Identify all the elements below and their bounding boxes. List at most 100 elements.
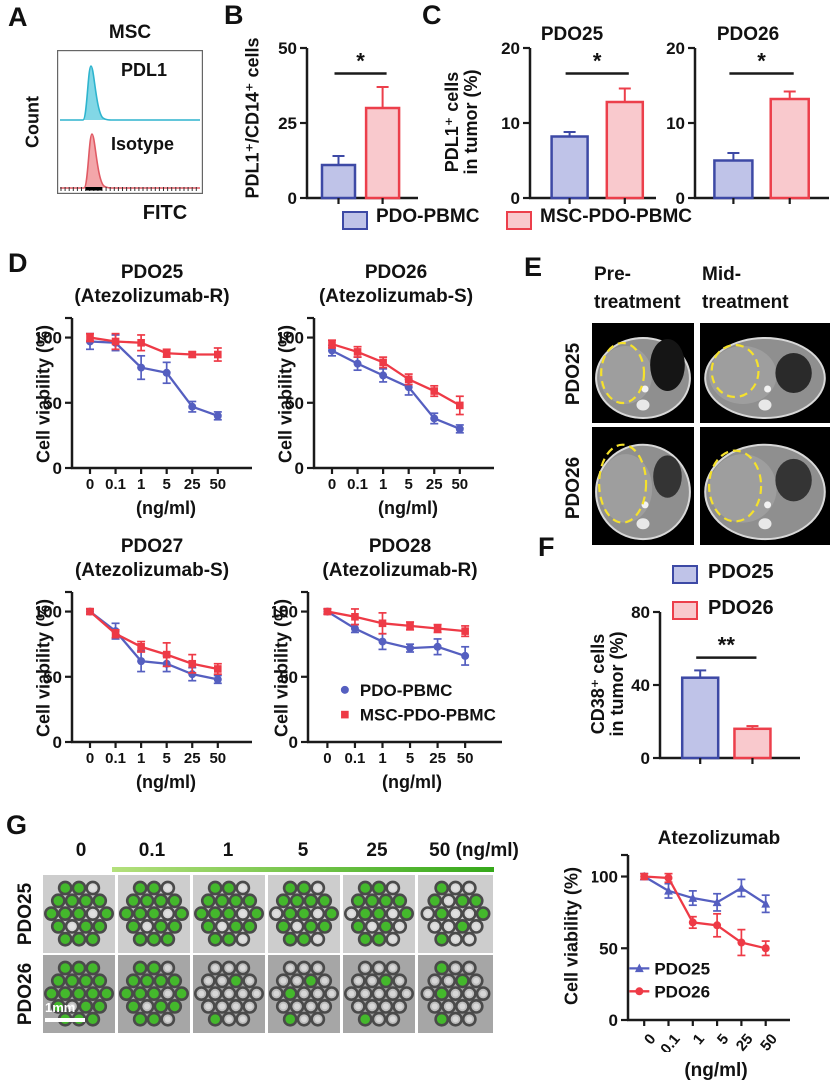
svg-text:50: 50 bbox=[278, 40, 297, 58]
svg-text:50: 50 bbox=[43, 394, 62, 413]
panel-g-scale-bar bbox=[45, 1018, 85, 1022]
svg-text:0.1: 0.1 bbox=[345, 750, 366, 767]
svg-text:1: 1 bbox=[690, 1031, 708, 1048]
svg-text:0: 0 bbox=[511, 189, 520, 208]
panel-g-concentration-label: 1 bbox=[222, 840, 234, 861]
svg-text:0: 0 bbox=[609, 1011, 618, 1030]
panel-f-swatch-pdo25 bbox=[672, 565, 698, 589]
panel-d-pdo28-x-label: (ng/ml) bbox=[382, 772, 442, 792]
organoid-image bbox=[343, 955, 415, 1033]
organoid-image bbox=[418, 875, 493, 953]
panel-b-bar-chart: 0 25 50 * bbox=[268, 39, 420, 218]
svg-text:25: 25 bbox=[429, 750, 446, 767]
legend-bc-label-pdo-pbmc: PDO-PBMC bbox=[376, 206, 480, 227]
svg-text:10: 10 bbox=[666, 114, 685, 133]
svg-text:100: 100 bbox=[278, 329, 304, 348]
svg-text:25: 25 bbox=[184, 476, 201, 493]
panel-g-row-label-pdo25: PDO25 bbox=[15, 882, 37, 946]
svg-text:5: 5 bbox=[163, 476, 171, 493]
panel-c-y-axis-label: PDL1⁺ cells in tumor (%) bbox=[442, 70, 481, 175]
svg-text:0: 0 bbox=[641, 749, 650, 768]
svg-text:0: 0 bbox=[295, 459, 304, 478]
panel-f-y-label-line1: CD38⁺ cells bbox=[588, 633, 609, 735]
svg-text:1: 1 bbox=[378, 750, 386, 767]
flow-x-axis-label: FITC bbox=[142, 202, 188, 224]
organoid-image bbox=[268, 875, 340, 953]
svg-text:5: 5 bbox=[406, 750, 414, 767]
svg-text:1: 1 bbox=[379, 476, 387, 493]
panel-g-concentration-label: 25 bbox=[366, 840, 388, 861]
svg-text:PDO-PBMC: PDO-PBMC bbox=[360, 681, 453, 700]
svg-text:*: * bbox=[593, 49, 602, 74]
svg-text:100: 100 bbox=[36, 329, 62, 348]
svg-text:40: 40 bbox=[631, 676, 650, 695]
svg-text:100: 100 bbox=[592, 868, 618, 887]
svg-text:50: 50 bbox=[279, 668, 298, 687]
flow-y-axis-label: Count bbox=[22, 96, 43, 148]
svg-text:*: * bbox=[757, 49, 766, 74]
svg-text:100: 100 bbox=[36, 603, 62, 622]
panel-d-line-chart-pdo26: 0 50 100 0 0.1 1 5 25 50 bbox=[276, 312, 504, 504]
blue-square-icon bbox=[342, 211, 368, 230]
ct-image-pdo26-pre bbox=[592, 427, 694, 545]
panel-g-chart-x-label: (ng/ml) bbox=[684, 1060, 748, 1081]
svg-text:*: * bbox=[356, 49, 365, 74]
svg-text:50: 50 bbox=[451, 476, 468, 493]
panel-d-label: D bbox=[8, 248, 28, 278]
organoid-image bbox=[118, 955, 190, 1033]
svg-text:50: 50 bbox=[285, 394, 304, 413]
legend-bc-swatch-pdo-pbmc bbox=[342, 211, 368, 235]
panel-g-row-label-pdo26: PDO26 bbox=[15, 962, 37, 1026]
panel-c-title-pdo25: PDO25 bbox=[540, 24, 604, 45]
panel-d-title-pdo27: PDO27 bbox=[120, 536, 184, 557]
panel-c-bar-chart-pdo25: 0 10 20 * bbox=[490, 39, 658, 218]
red-square-icon bbox=[672, 601, 698, 620]
panel-b-label: B bbox=[224, 0, 244, 30]
svg-text:50: 50 bbox=[599, 939, 618, 958]
panel-d-line-chart-pdo28: 0 50 100 0 0.1 1 5 25 50 PDO-PBMC MSC-PDO-PBMC bbox=[270, 586, 512, 778]
svg-text:MSC-PDO-PBMC: MSC-PDO-PBMC bbox=[360, 706, 496, 725]
svg-text:10: 10 bbox=[501, 114, 520, 133]
panel-d-title-pdo25: PDO25 bbox=[120, 262, 184, 283]
panel-d-subtitle-pdo27: (Atezolizumab-S) bbox=[74, 560, 230, 581]
svg-text:5: 5 bbox=[714, 1031, 732, 1048]
svg-text:0: 0 bbox=[86, 750, 94, 767]
panel-e-header-pre-line2: treatment bbox=[594, 292, 681, 313]
panel-d-title-pdo26: PDO26 bbox=[364, 262, 428, 283]
svg-text:20: 20 bbox=[501, 40, 520, 58]
svg-text:0.1: 0.1 bbox=[347, 476, 368, 493]
panel-b-y-axis-label: PDL1⁺/CD14⁺ cells bbox=[242, 37, 263, 199]
svg-text:0: 0 bbox=[53, 459, 62, 478]
panel-g-chart-title: Atezolizumab bbox=[657, 828, 781, 849]
panel-g-label: G bbox=[6, 810, 28, 840]
panel-c-y-label-line1: PDL1⁺ cells bbox=[442, 71, 463, 173]
svg-text:0: 0 bbox=[288, 189, 297, 208]
svg-text:1: 1 bbox=[137, 476, 145, 493]
blue-square-icon bbox=[672, 565, 698, 584]
panel-f-legend-pdo25: PDO25 bbox=[708, 561, 774, 583]
panel-c-bar-chart-pdo26: 0 10 20 * bbox=[655, 39, 831, 218]
panel-a-title: MSC bbox=[108, 22, 152, 43]
ct-image-pdo25-pre bbox=[592, 323, 694, 423]
organoid-image bbox=[343, 875, 415, 953]
ct-image-pdo25-mid bbox=[700, 323, 830, 423]
panel-a-label: A bbox=[8, 2, 28, 32]
svg-text:50: 50 bbox=[209, 750, 226, 767]
svg-text:0.1: 0.1 bbox=[105, 476, 126, 493]
organoid-image bbox=[118, 875, 190, 953]
svg-text:0: 0 bbox=[328, 476, 336, 493]
svg-text:50: 50 bbox=[757, 1031, 781, 1052]
panel-f-legend-pdo26: PDO26 bbox=[708, 597, 774, 619]
svg-text:PDO25: PDO25 bbox=[654, 959, 710, 978]
organoid-image bbox=[43, 875, 115, 953]
panel-g-concentration-label: 50 (ng/ml) bbox=[429, 840, 519, 861]
svg-text:25: 25 bbox=[184, 750, 201, 767]
svg-text:0.1: 0.1 bbox=[657, 1031, 683, 1052]
svg-text:0: 0 bbox=[641, 1031, 659, 1048]
panel-g-concentration-label: 0 bbox=[75, 840, 87, 861]
svg-text:PDO26: PDO26 bbox=[654, 982, 710, 1001]
panel-d-pdo25-x-label: (ng/ml) bbox=[136, 498, 196, 518]
panel-e-header-pre-line1: Pre- bbox=[594, 264, 631, 285]
panel-c-title-pdo26: PDO26 bbox=[716, 24, 780, 45]
